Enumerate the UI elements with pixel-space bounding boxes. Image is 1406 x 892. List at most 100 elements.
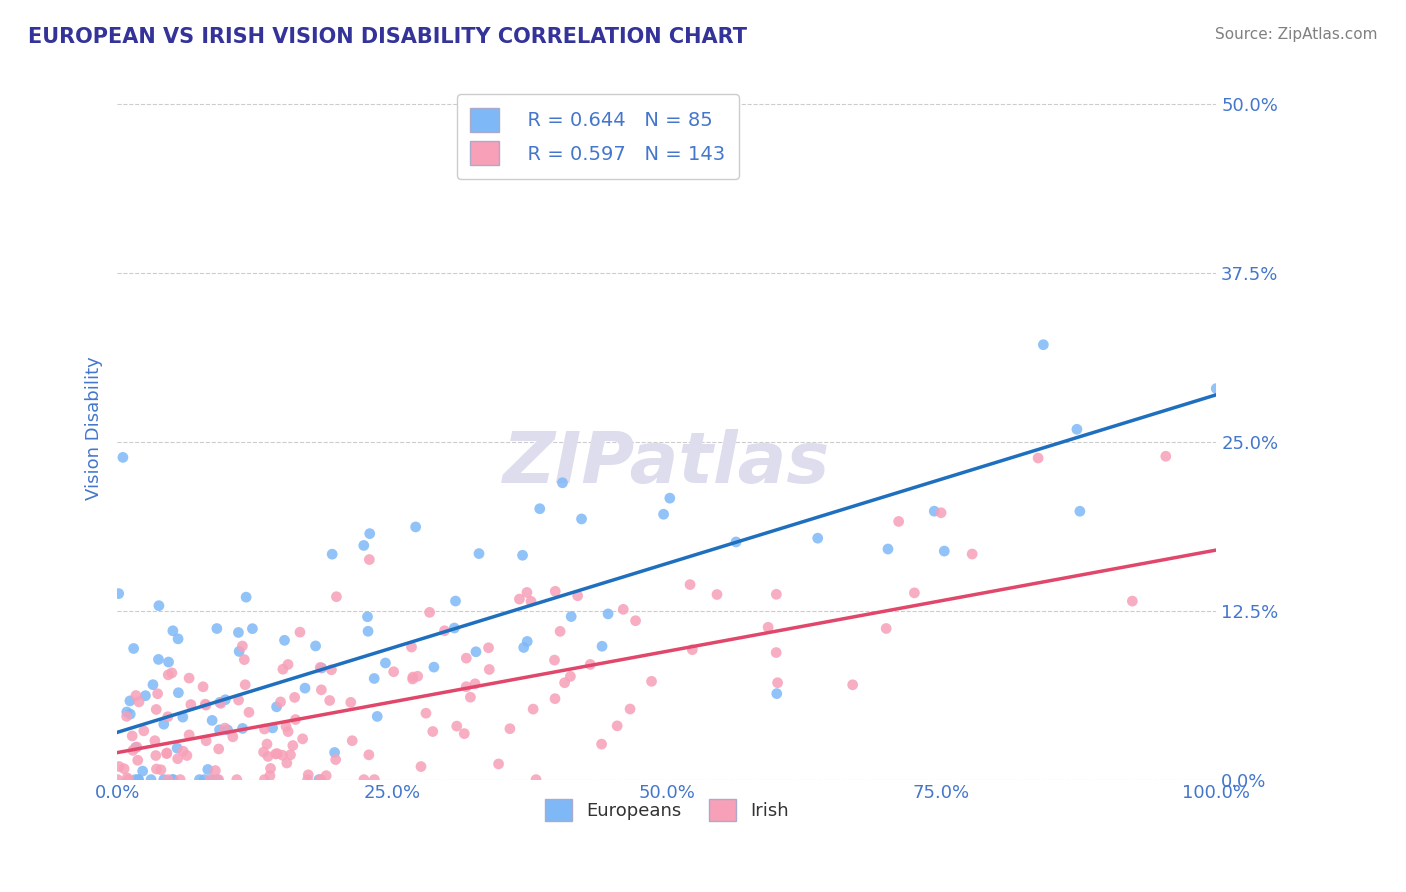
Point bbox=[321, 547, 343, 561]
Point bbox=[460, 690, 482, 705]
Point bbox=[225, 772, 247, 787]
Point bbox=[366, 709, 388, 723]
Point bbox=[115, 709, 138, 723]
Point bbox=[222, 730, 245, 744]
Point bbox=[922, 504, 945, 518]
Point bbox=[117, 772, 139, 787]
Point bbox=[201, 714, 224, 728]
Point bbox=[156, 747, 179, 761]
Point bbox=[1066, 422, 1088, 436]
Point bbox=[612, 602, 634, 616]
Point bbox=[560, 669, 582, 683]
Point bbox=[107, 772, 129, 787]
Point bbox=[193, 772, 215, 787]
Point bbox=[841, 678, 863, 692]
Point bbox=[124, 740, 146, 755]
Point bbox=[277, 657, 299, 672]
Point bbox=[402, 670, 425, 684]
Point bbox=[468, 547, 491, 561]
Point bbox=[276, 756, 298, 770]
Point bbox=[318, 693, 340, 707]
Point bbox=[145, 702, 167, 716]
Point bbox=[131, 764, 153, 778]
Point bbox=[499, 722, 522, 736]
Point bbox=[929, 506, 952, 520]
Point bbox=[162, 624, 184, 638]
Point bbox=[311, 682, 333, 697]
Point bbox=[195, 733, 218, 747]
Point bbox=[271, 748, 294, 763]
Point bbox=[127, 772, 149, 787]
Point bbox=[284, 690, 307, 705]
Point bbox=[122, 743, 145, 757]
Point bbox=[606, 719, 628, 733]
Point bbox=[554, 675, 576, 690]
Point bbox=[551, 475, 574, 490]
Point bbox=[266, 747, 288, 761]
Point bbox=[157, 772, 180, 787]
Point bbox=[107, 586, 129, 600]
Point bbox=[304, 639, 326, 653]
Point bbox=[325, 590, 347, 604]
Point bbox=[188, 772, 211, 787]
Point bbox=[194, 698, 217, 713]
Point bbox=[524, 772, 547, 787]
Point bbox=[238, 706, 260, 720]
Point bbox=[522, 702, 544, 716]
Point bbox=[172, 744, 194, 758]
Text: EUROPEAN VS IRISH VISION DISABILITY CORRELATION CHART: EUROPEAN VS IRISH VISION DISABILITY CORR… bbox=[28, 27, 747, 46]
Point bbox=[266, 699, 288, 714]
Point bbox=[148, 599, 170, 613]
Point bbox=[208, 695, 231, 709]
Point bbox=[571, 512, 593, 526]
Point bbox=[309, 772, 332, 787]
Point bbox=[166, 741, 188, 756]
Point bbox=[201, 772, 224, 787]
Point bbox=[297, 772, 319, 787]
Point bbox=[146, 687, 169, 701]
Point bbox=[148, 652, 170, 666]
Point bbox=[194, 697, 217, 711]
Point bbox=[359, 552, 381, 566]
Point bbox=[478, 663, 501, 677]
Point bbox=[339, 695, 361, 709]
Point bbox=[308, 772, 330, 787]
Point bbox=[934, 544, 956, 558]
Point bbox=[1032, 337, 1054, 351]
Point bbox=[191, 680, 214, 694]
Point bbox=[724, 535, 747, 549]
Point bbox=[356, 609, 378, 624]
Point bbox=[228, 693, 250, 707]
Point bbox=[464, 677, 486, 691]
Point bbox=[262, 721, 284, 735]
Y-axis label: Vision Disability: Vision Disability bbox=[86, 357, 103, 500]
Point bbox=[456, 680, 478, 694]
Point bbox=[152, 717, 174, 731]
Point bbox=[1026, 450, 1049, 465]
Point bbox=[409, 759, 432, 773]
Point bbox=[353, 538, 375, 552]
Point bbox=[903, 586, 925, 600]
Point bbox=[877, 541, 900, 556]
Point bbox=[353, 772, 375, 787]
Point bbox=[544, 584, 567, 599]
Point bbox=[228, 644, 250, 658]
Point bbox=[145, 748, 167, 763]
Point bbox=[652, 508, 675, 522]
Point bbox=[321, 663, 343, 677]
Point bbox=[591, 639, 613, 653]
Point bbox=[433, 624, 456, 638]
Point bbox=[357, 624, 380, 639]
Point bbox=[156, 746, 179, 760]
Point bbox=[162, 772, 184, 787]
Point bbox=[619, 702, 641, 716]
Point bbox=[118, 694, 141, 708]
Point bbox=[405, 520, 427, 534]
Point bbox=[406, 669, 429, 683]
Point bbox=[167, 632, 190, 646]
Point bbox=[401, 640, 423, 654]
Point bbox=[323, 746, 346, 760]
Point bbox=[277, 724, 299, 739]
Point bbox=[134, 689, 156, 703]
Point bbox=[172, 710, 194, 724]
